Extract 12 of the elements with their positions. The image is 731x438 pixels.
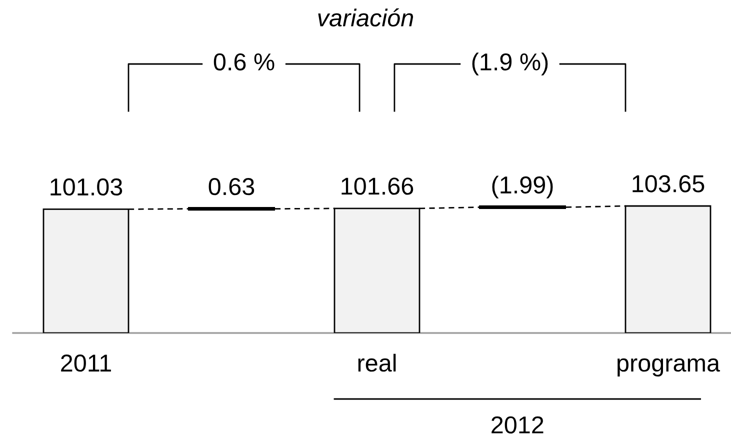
chart-title: variación <box>318 8 414 27</box>
data-label: 101.66 <box>342 178 414 195</box>
x-tick-label: real <box>358 354 396 372</box>
data-label: 101.03 <box>50 178 122 196</box>
text: (1.99) <box>492 176 553 198</box>
text: 2012 <box>492 416 544 434</box>
text: 0.6 % <box>214 53 274 71</box>
text: 0.63 <box>208 178 254 196</box>
x-tick-label: 2011 <box>61 354 111 372</box>
x-tick-label: programa <box>618 358 720 376</box>
data-label: 103.65 <box>632 175 704 192</box>
text: (1.9 %) <box>472 52 548 76</box>
